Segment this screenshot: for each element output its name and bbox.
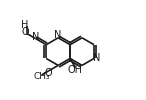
Text: H: H [21, 20, 29, 30]
Text: N: N [32, 32, 39, 42]
Text: N: N [93, 54, 100, 64]
Text: O: O [45, 68, 52, 78]
Text: N: N [54, 30, 62, 40]
Text: O: O [21, 27, 29, 37]
Text: CH₃: CH₃ [33, 72, 50, 81]
Text: OH: OH [68, 65, 83, 75]
